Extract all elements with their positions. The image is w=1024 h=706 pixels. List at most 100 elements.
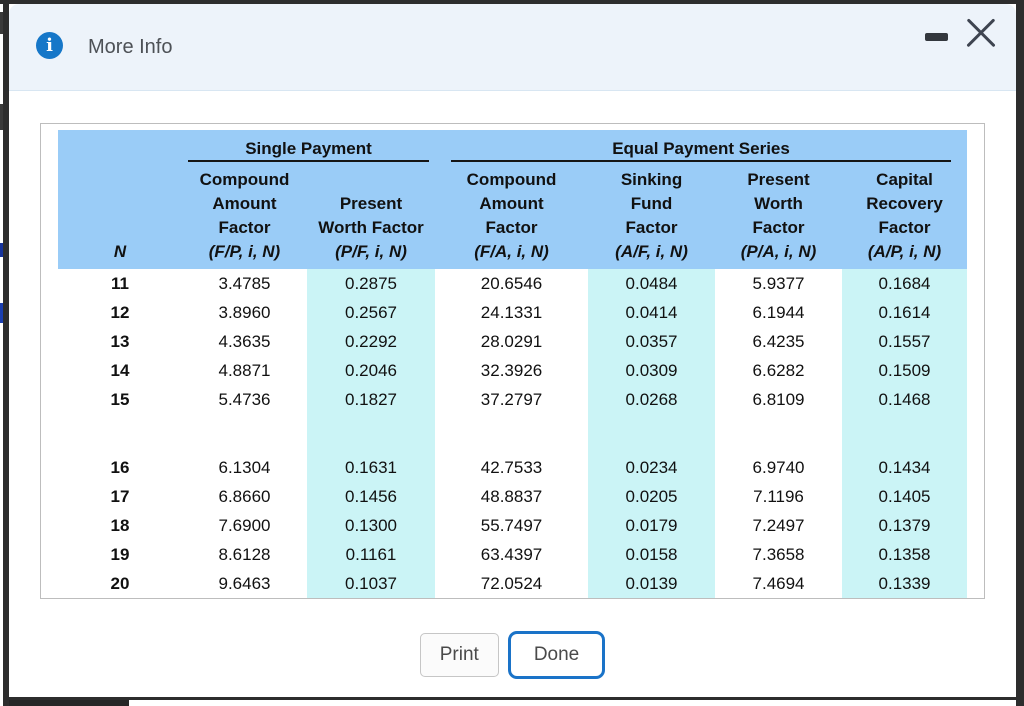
- table-row: 18 7.6900 0.1300 55.7497 0.0179 7.2497 0…: [58, 511, 968, 540]
- cell-ap: 0.1509: [842, 356, 968, 385]
- cell-ap: 0.1339: [842, 569, 968, 598]
- cell-pf: 0.1037: [307, 569, 436, 598]
- cell-pa: 6.9740: [752, 457, 805, 477]
- cell-fp: 6.8660: [218, 486, 271, 506]
- table-row: 15 5.4736 0.1827 37.2797 0.0268 6.8109 0…: [58, 385, 968, 414]
- table-row: 11 3.4785 0.2875 20.6546 0.0484 5.9377 0…: [58, 269, 968, 298]
- page-behind-top-edge: [0, 0, 1024, 4]
- cell-pf: 0.1827: [307, 385, 436, 414]
- column-header-ap: Capital Recovery Factor (A/P, i, N): [842, 162, 968, 269]
- dialog-title: More Info: [88, 35, 173, 58]
- cell-ap: 0.1405: [842, 482, 968, 511]
- cell-n: 18: [110, 515, 130, 535]
- cell-n: 19: [110, 544, 130, 564]
- cell-af: 0.0309: [588, 356, 716, 385]
- group-header-spacer: [58, 130, 182, 162]
- group-header-row: Single Payment Equal Payment Series: [58, 130, 968, 162]
- cell-pa: 6.1944: [752, 302, 805, 322]
- cell-n: 15: [110, 389, 130, 409]
- close-icon[interactable]: [965, 17, 997, 49]
- cell-n: 20: [110, 573, 130, 593]
- page-behind-text-fragment: [0, 303, 3, 323]
- cell-pf: 0.1456: [307, 482, 436, 511]
- cell-pa: 5.9377: [752, 273, 805, 293]
- cell-fp: 9.6463: [218, 573, 271, 593]
- cell-fa: 37.2797: [480, 389, 543, 409]
- cell-af: 0.0139: [588, 569, 716, 598]
- cell-fp: 4.8871: [218, 360, 271, 380]
- page-behind-bottom-edge: [9, 697, 1016, 700]
- column-header-row: N Compound Amount Factor (F/P, i, N) Pre…: [58, 162, 968, 269]
- cell-fa: 55.7497: [480, 515, 543, 535]
- cell-ap: 0.1379: [842, 511, 968, 540]
- cell-fa: 28.0291: [480, 331, 543, 351]
- cell-ap: 0.1614: [842, 298, 968, 327]
- cell-fa: 32.3926: [480, 360, 543, 380]
- table-row: 16 6.1304 0.1631 42.7533 0.0234 6.9740 0…: [58, 453, 968, 482]
- cell-af: 0.0357: [588, 327, 716, 356]
- cell-pa: 7.3658: [752, 544, 805, 564]
- cell-ap: 0.1468: [842, 385, 968, 414]
- factor-table-container: Single Payment Equal Payment Series N Co…: [40, 123, 985, 599]
- page-behind-text-fragment: [0, 12, 3, 34]
- page-behind-text-fragment: [9, 700, 129, 706]
- column-header-fa: Compound Amount Factor (F/A, i, N): [435, 162, 589, 269]
- group-header-label: Single Payment: [245, 139, 372, 158]
- cell-pa: 7.2497: [752, 515, 805, 535]
- cell-pf: 0.1631: [307, 453, 436, 482]
- cell-pa: 7.1196: [753, 486, 804, 506]
- cell-ap: 0.1557: [842, 327, 968, 356]
- cell-n: 12: [110, 302, 130, 322]
- factor-table: Single Payment Equal Payment Series N Co…: [58, 130, 968, 598]
- cell-fa: 48.8837: [480, 486, 543, 506]
- table-row: 19 8.6128 0.1161 63.4397 0.0158 7.3658 0…: [58, 540, 968, 569]
- cell-af: 0.0179: [588, 511, 716, 540]
- table-row: 13 4.3635 0.2292 28.0291 0.0357 6.4235 0…: [58, 327, 968, 356]
- cell-fa: 42.7533: [480, 457, 543, 477]
- cell-fa: 20.6546: [480, 273, 543, 293]
- cell-pa: 6.4235: [752, 331, 805, 351]
- cell-ap: 0.1358: [842, 540, 968, 569]
- cell-af: 0.0484: [588, 269, 716, 298]
- page-behind-left-edge: [3, 0, 9, 706]
- cell-fp: 3.8960: [218, 302, 271, 322]
- group-header-label: Equal Payment Series: [612, 139, 790, 158]
- cell-fp: 8.6128: [218, 544, 271, 564]
- minimize-icon[interactable]: [925, 33, 948, 41]
- group-header-equal-payment-series: Equal Payment Series: [435, 130, 968, 162]
- cell-ap: 0.1434: [842, 453, 968, 482]
- group-header-single-payment: Single Payment: [182, 130, 436, 162]
- table-row: 14 4.8871 0.2046 32.3926 0.0309 6.6282 0…: [58, 356, 968, 385]
- cell-fp: 3.4785: [218, 273, 271, 293]
- cell-pf: 0.2292: [307, 327, 436, 356]
- more-info-dialog: i More Info Single Payment: [9, 4, 1016, 697]
- cell-pa: 6.6282: [752, 360, 805, 380]
- done-button[interactable]: Done: [507, 631, 606, 679]
- column-header-n: N: [58, 162, 182, 269]
- cell-pa: 6.8109: [752, 389, 805, 409]
- dialog-buttons: Print Done: [9, 631, 1016, 679]
- cell-fa: 72.0524: [480, 573, 543, 593]
- cell-af: 0.0268: [588, 385, 716, 414]
- cell-af: 0.0414: [588, 298, 716, 327]
- cell-af: 0.0158: [588, 540, 716, 569]
- cell-pf: 0.2875: [307, 269, 436, 298]
- cell-pf: 0.1300: [307, 511, 436, 540]
- print-button[interactable]: Print: [419, 633, 499, 677]
- cell-fp: 6.1304: [218, 457, 271, 477]
- page-behind-right-edge: [1016, 0, 1024, 706]
- cell-pf: 0.1161: [307, 540, 436, 569]
- cell-pf: 0.2567: [307, 298, 436, 327]
- cell-fa: 63.4397: [480, 544, 543, 564]
- cell-n: 14: [110, 360, 130, 380]
- column-header-af: Sinking Fund Factor (A/F, i, N): [588, 162, 716, 269]
- page-behind-text-fragment: [0, 243, 3, 257]
- cell-n: 13: [110, 331, 130, 351]
- cell-fp: 7.6900: [218, 515, 271, 535]
- cell-n: 11: [111, 273, 129, 293]
- table-gap-row: [58, 414, 968, 453]
- info-icon: i: [36, 32, 63, 59]
- cell-af: 0.0205: [588, 482, 716, 511]
- cell-fa: 24.1331: [480, 302, 543, 322]
